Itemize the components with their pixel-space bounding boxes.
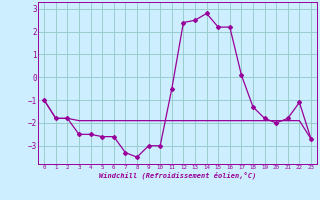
X-axis label: Windchill (Refroidissement éolien,°C): Windchill (Refroidissement éolien,°C) bbox=[99, 172, 256, 179]
